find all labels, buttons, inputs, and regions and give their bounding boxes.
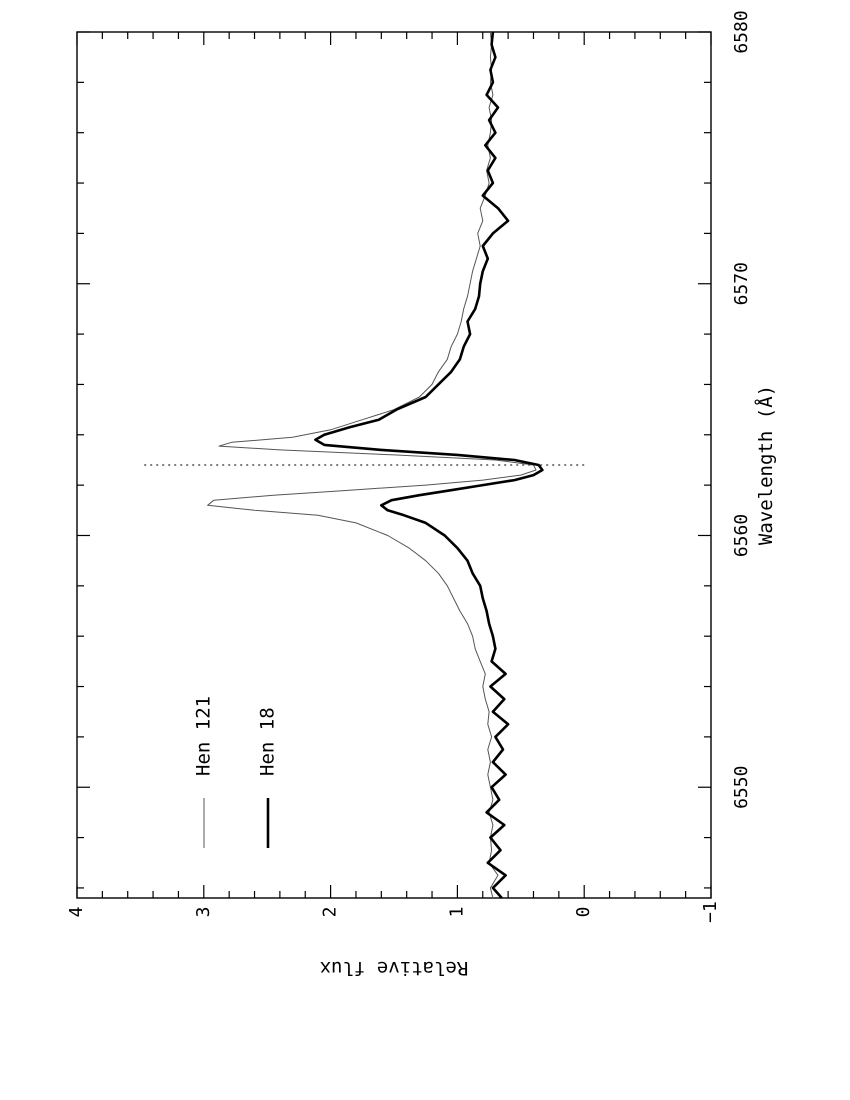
y-axis-title: Relative flux xyxy=(320,957,469,979)
legend-label: Hen 18 xyxy=(257,707,279,776)
flux-tick-label: −1 xyxy=(700,901,721,923)
flux-tick-label: 2 xyxy=(320,907,341,918)
legend: Hen 121 Hen 18 xyxy=(193,696,279,848)
flux-tick-label: 0 xyxy=(573,907,594,918)
series-line-hen-18 xyxy=(314,31,544,899)
flux-tick-label: 4 xyxy=(66,907,87,918)
series-line-hen-121 xyxy=(207,31,537,899)
series-group xyxy=(207,31,544,899)
wavelength-tick-label: 6570 xyxy=(731,262,752,305)
flux-tick-label: 1 xyxy=(446,907,467,918)
wavelength-tick-label: 6550 xyxy=(731,766,752,809)
wavelength-tick-label: 6580 xyxy=(731,10,752,53)
x-axis-title: Wavelength (Å) xyxy=(754,385,777,545)
wavelength-tick-label: 6560 xyxy=(731,514,752,557)
plot-frame xyxy=(76,31,712,899)
flux-tick-label: 3 xyxy=(193,907,214,918)
axis-ticks xyxy=(76,31,712,898)
axis-tick-labels: 6550 6560 6570 6580 4 3 2 1 0 −1 xyxy=(66,10,752,923)
legend-label: Hen 121 xyxy=(193,696,215,776)
